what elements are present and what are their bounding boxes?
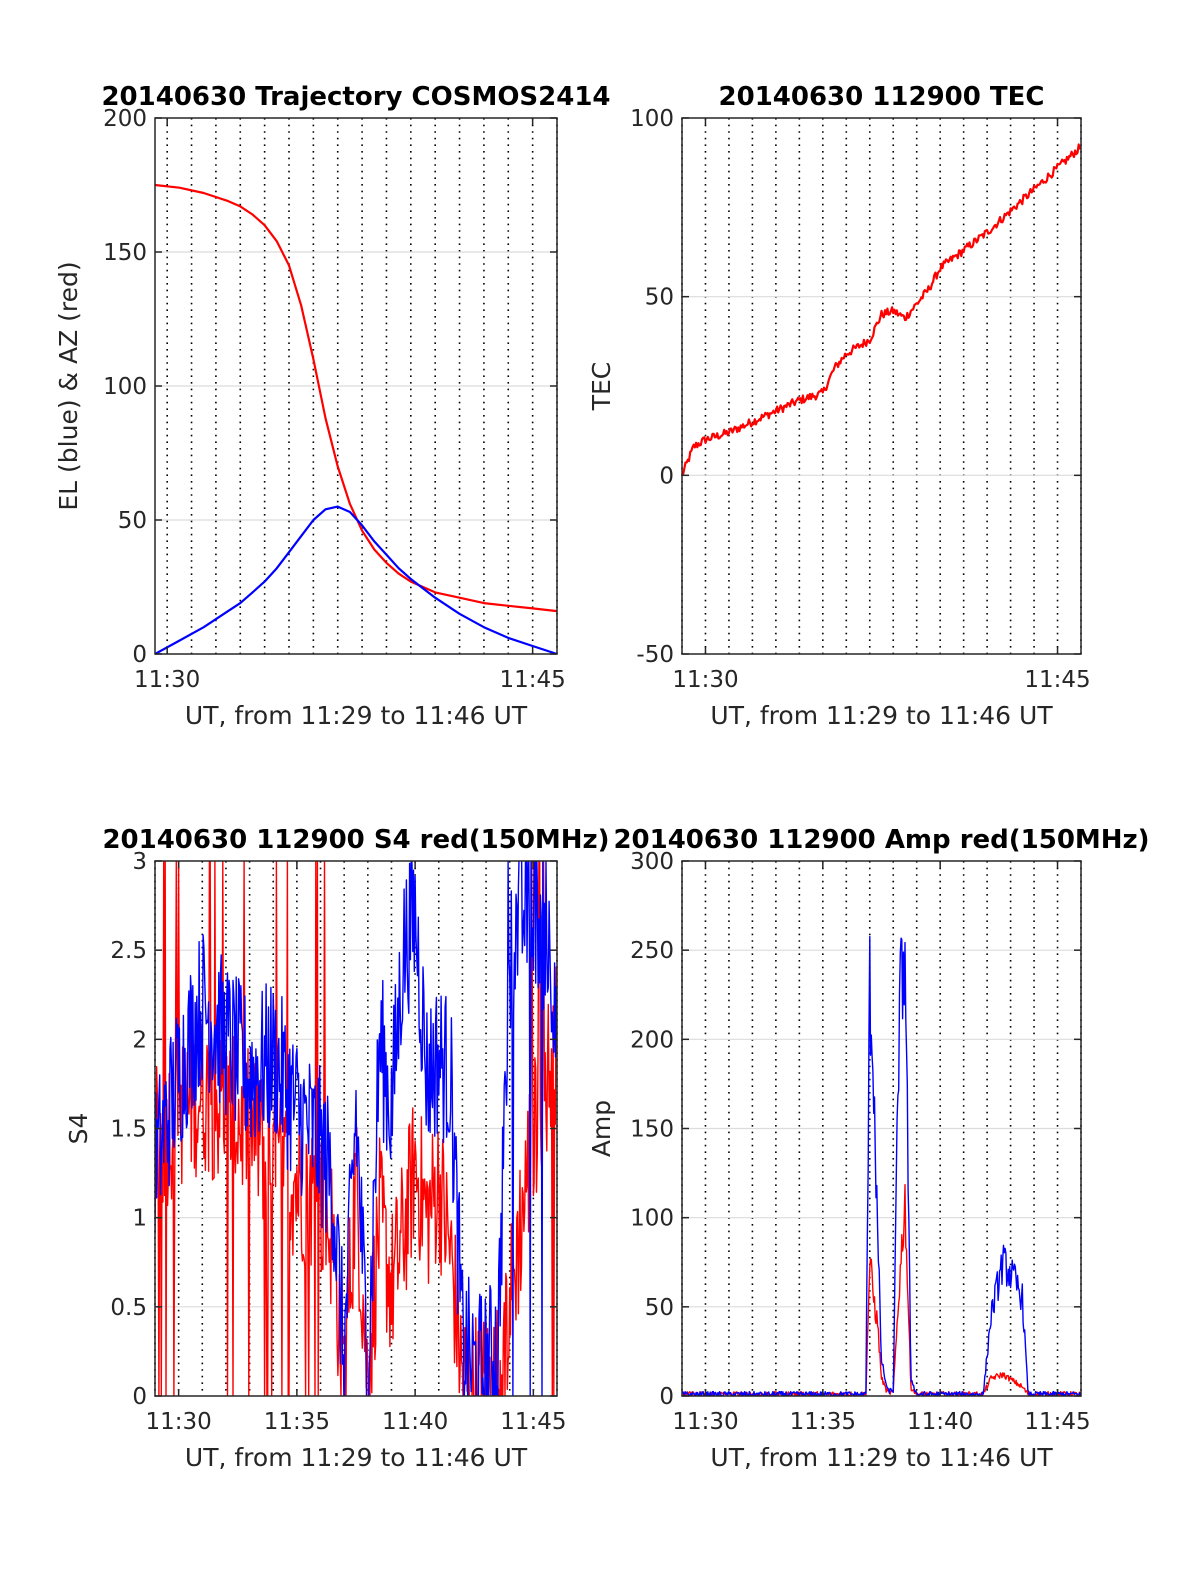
x-tick-label: 11:30 [134,667,200,693]
x-tick-label: 11:30 [672,1409,738,1435]
y-tick-label: 3 [132,849,147,875]
series-line-az [155,183,557,613]
y-tick-label: 1.5 [110,1117,147,1143]
chart-title: 20140630 112900 Amp red(150MHz) [613,825,1149,855]
plot-area [682,935,1081,1396]
y-tick-label: 100 [630,1206,674,1232]
x-tick-label: 11:35 [790,1409,856,1435]
x-tick-label: 11:30 [145,1409,211,1435]
y-tick-label: 300 [630,849,674,875]
y-tick-label: 150 [630,1117,674,1143]
y-tick-label: -50 [636,642,674,668]
y-tick-label: 50 [645,1295,674,1321]
y-tick-label: 2 [132,1027,147,1053]
x-tick-label: 11:40 [382,1409,448,1435]
x-tick-label: 11:45 [1024,1409,1090,1435]
y-tick-label: 0 [132,642,147,668]
y-tick-label: 100 [103,374,147,400]
y-tick-label: 0 [132,1384,147,1410]
chart-title: 20140630 Trajectory COSMOS2414 [101,82,610,112]
chart-s4: 0 0.5 1 1.5 2 2.5 3 11:30 11:35 11:40 11:45 2014063… [64,825,610,1472]
y-axis-label: S4 [64,1113,93,1145]
plot-area [155,861,557,1396]
y-tick-label: 1 [132,1206,147,1232]
x-tick-label: 11:35 [264,1409,330,1435]
plot-area [682,143,1081,476]
y-tick-label: 2.5 [110,938,147,964]
x-tick-label: 11:45 [500,1409,566,1435]
series-line-tec [682,143,1081,476]
y-tick-label: 0 [659,1384,674,1410]
x-axis-label: UT, from 11:29 to 11:46 UT [710,701,1053,730]
chart-title: 20140630 112900 TEC [719,82,1045,112]
series-line-el [155,505,557,654]
y-axis-label: Amp [587,1100,616,1157]
y-axis-label: EL (blue) & AZ (red) [54,261,83,510]
x-tick-label: 11:30 [672,667,738,693]
x-tick-label: 11:40 [907,1409,973,1435]
y-tick-label: 0.5 [110,1295,147,1321]
y-tick-label: 50 [118,508,147,534]
axes-box [681,117,1082,655]
plot-area [155,183,557,654]
chart-trajectory: 0 50 100 150 200 11:30 11:45 20140630 Trajector… [54,82,611,730]
y-tick-label: 200 [630,1027,674,1053]
series-line-blue [155,861,557,1396]
series-line-red [682,1184,1081,1396]
x-axis-label: UT, from 11:29 to 11:46 UT [185,1443,528,1472]
chart-tec: -50 0 50 100 11:30 11:45 20140630 112900 TEC UT… [587,82,1091,730]
y-tick-label: 250 [630,938,674,964]
x-tick-label: 11:45 [499,667,565,693]
y-axis-label: TEC [587,362,616,412]
y-tick-label: 200 [103,106,147,132]
y-tick-label: 0 [659,463,674,489]
chart-amp: 0 50 100 150 200 250 300 11:30 11:35 11:40 11:45 20… [587,825,1150,1472]
x-tick-label: 11:45 [1024,667,1090,693]
series-line-blue [682,935,1081,1396]
x-axis-label: UT, from 11:29 to 11:46 UT [185,701,528,730]
y-tick-label: 150 [103,240,147,266]
chart-title: 20140630 112900 S4 red(150MHz) [102,825,609,855]
y-tick-label: 100 [630,106,674,132]
y-tick-label: 50 [645,285,674,311]
x-axis-label: UT, from 11:29 to 11:46 UT [710,1443,1053,1472]
